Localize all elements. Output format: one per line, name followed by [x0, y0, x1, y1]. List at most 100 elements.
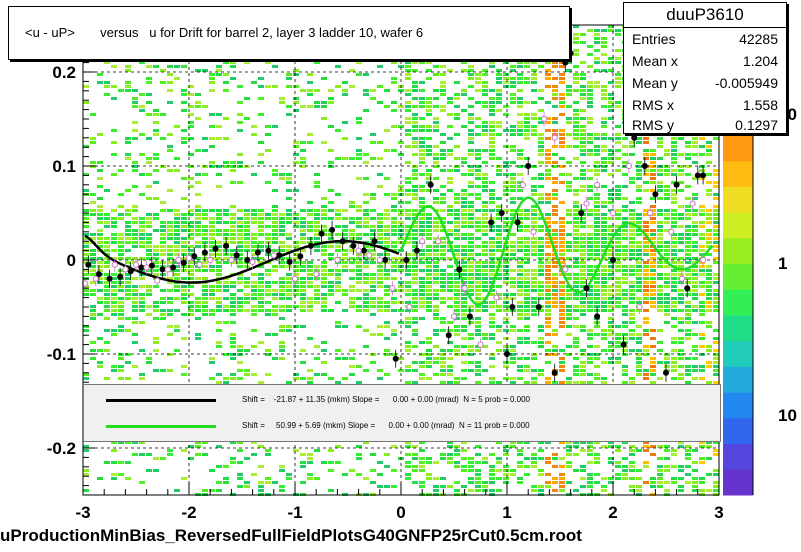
heat-cell [328, 189, 334, 192]
heat-cell [601, 225, 607, 228]
heat-cell [615, 245, 621, 248]
heat-cell [531, 285, 537, 288]
heat-cell [552, 237, 558, 240]
heat-cell [566, 353, 572, 356]
heat-cell [650, 249, 656, 252]
heat-cell [657, 237, 663, 240]
heat-cell [188, 309, 194, 312]
heat-cell [601, 201, 607, 204]
heat-cell [174, 285, 180, 288]
heat-cell [279, 465, 285, 468]
heat-cell [356, 365, 362, 368]
heat-cell [335, 289, 341, 292]
heat-cell [587, 105, 593, 108]
heat-cell [664, 249, 670, 252]
heat-cell [412, 457, 418, 460]
heat-cell [286, 381, 292, 384]
heat-cell [321, 253, 327, 256]
heat-cell [538, 261, 544, 264]
heat-cell [279, 177, 285, 180]
heat-cell [706, 293, 712, 296]
heat-cell [594, 229, 600, 232]
heat-cell [566, 241, 572, 244]
heat-cell [293, 161, 299, 164]
heat-cell [580, 241, 586, 244]
heat-cell [636, 217, 642, 220]
heat-cell [272, 357, 278, 360]
heat-cell [349, 277, 355, 280]
heat-cell [167, 89, 173, 92]
heat-cell [111, 153, 117, 156]
heat-cell [286, 237, 292, 240]
heat-cell [489, 193, 495, 196]
heat-cell [566, 213, 572, 216]
heat-cell [209, 361, 215, 364]
heat-cell [573, 193, 579, 196]
heat-cell [202, 217, 208, 220]
heat-cell [104, 241, 110, 244]
heat-cell [314, 185, 320, 188]
heat-cell [433, 245, 439, 248]
heat-cell [454, 209, 460, 212]
heat-cell [622, 269, 628, 272]
heat-cell [587, 257, 593, 260]
heat-cell [573, 241, 579, 244]
heat-cell [328, 201, 334, 204]
heat-cell [650, 161, 656, 164]
heat-cell [664, 361, 670, 364]
heat-cell [272, 217, 278, 220]
heat-cell [258, 301, 264, 304]
heat-cell [573, 249, 579, 252]
heat-cell [622, 277, 628, 280]
heat-cell [503, 329, 509, 332]
heat-cell [713, 257, 719, 260]
heat-cell [272, 289, 278, 292]
heat-cell [216, 221, 222, 224]
heat-cell [587, 89, 593, 92]
heat-cell [181, 129, 187, 132]
data-point-filled [610, 257, 616, 263]
heat-cell [608, 325, 614, 328]
heat-cell [650, 265, 656, 268]
heat-cell [468, 141, 474, 144]
heat-cell [167, 453, 173, 456]
heat-cell [328, 209, 334, 212]
heat-cell [524, 253, 530, 256]
heat-cell [433, 105, 439, 108]
heat-cell [587, 209, 593, 212]
heat-cell [608, 329, 614, 332]
heat-cell [370, 197, 376, 200]
data-point-filled [551, 369, 558, 376]
heat-cell [629, 285, 635, 288]
heat-cell [685, 465, 691, 468]
heat-cell [90, 357, 96, 360]
heat-cell [405, 61, 411, 64]
heat-cell [146, 237, 152, 240]
heat-cell [160, 233, 166, 236]
data-point-open [625, 162, 633, 170]
heat-cell [433, 485, 439, 488]
heat-cell [405, 317, 411, 320]
heat-cell [265, 481, 271, 484]
heat-cell [706, 173, 712, 176]
heat-cell [657, 157, 663, 160]
heat-cell [657, 245, 663, 248]
heat-cell [307, 89, 313, 92]
heat-cell [580, 361, 586, 364]
heat-cell [538, 225, 544, 228]
heat-cell [517, 241, 523, 244]
heat-cell [440, 141, 446, 144]
heat-cell [104, 297, 110, 300]
heat-cell [510, 213, 516, 216]
heat-cell [573, 469, 579, 472]
heat-cell [461, 69, 467, 72]
heat-cell [216, 125, 222, 128]
heat-cell [699, 265, 705, 268]
heat-cell [118, 369, 124, 372]
heat-cell [363, 293, 369, 296]
heat-cell [538, 153, 544, 156]
x-tick-label: 2 [608, 503, 617, 522]
heat-cell [293, 373, 299, 376]
heat-cell [706, 149, 712, 152]
heat-cell [153, 229, 159, 232]
